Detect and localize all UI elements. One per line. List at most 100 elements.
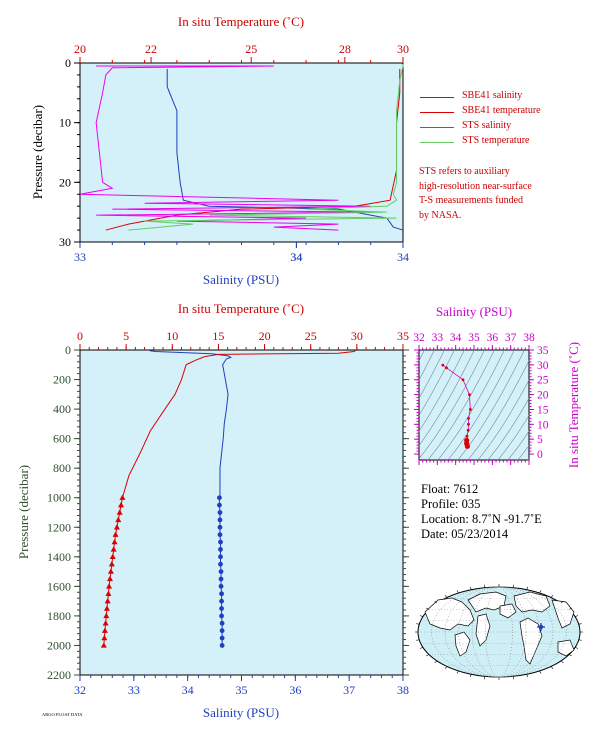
map-border-tick bbox=[469, 674, 472, 678]
ts-x2-title: Salinity (PSU) bbox=[436, 304, 512, 319]
x2-tick-label: 25 bbox=[305, 329, 317, 343]
x-tick-label: 37 bbox=[343, 683, 355, 697]
y-tick-label: 1600 bbox=[47, 579, 71, 593]
x2-tick-label: 0 bbox=[77, 329, 83, 343]
map-border-tick bbox=[550, 595, 554, 598]
map-border-tick bbox=[550, 666, 554, 669]
temperature-marker bbox=[100, 642, 107, 648]
series-line bbox=[105, 68, 401, 231]
x-tick-label: 38 bbox=[397, 683, 409, 697]
ts-x-tick-label: 36 bbox=[487, 332, 499, 344]
salinity-marker bbox=[218, 583, 224, 589]
ts-contour bbox=[419, 350, 485, 460]
x-tick-label: 34 bbox=[290, 250, 302, 264]
y-tick-label: 30 bbox=[59, 235, 71, 249]
map-border-tick bbox=[568, 654, 572, 657]
ts-contour bbox=[467, 360, 529, 460]
ts-y-tick-label: 15 bbox=[537, 404, 549, 416]
temperature-marker bbox=[103, 612, 110, 619]
x-tick-label: 36 bbox=[289, 683, 301, 697]
y-tick-label: 1800 bbox=[47, 609, 71, 623]
salinity-marker bbox=[219, 643, 225, 648]
x2-tick-label: 10 bbox=[166, 329, 178, 343]
y-tick-label: 0 bbox=[65, 343, 71, 357]
ts-point bbox=[468, 408, 472, 411]
ts-contour bbox=[477, 379, 529, 460]
ts-x-tick-label: 38 bbox=[523, 332, 535, 344]
ts-contour bbox=[419, 350, 475, 447]
ts-contour bbox=[419, 350, 425, 362]
x2-tick-label: 5 bbox=[123, 329, 129, 343]
series-line bbox=[166, 68, 404, 231]
ts-y-tick-label: 35 bbox=[537, 345, 549, 357]
temperature-marker bbox=[104, 597, 111, 604]
ts-contour bbox=[517, 445, 529, 460]
salinity-marker bbox=[217, 510, 223, 515]
ts-y-tick-label: 10 bbox=[537, 419, 549, 431]
sts-note-line: STS refers to auxiliary bbox=[419, 166, 510, 177]
map-border-tick bbox=[484, 584, 486, 588]
x-tick-label: 33 bbox=[74, 250, 86, 264]
x2-tick-label: 22 bbox=[145, 42, 157, 56]
x-tick-label: 34 bbox=[182, 683, 194, 697]
salinity-marker bbox=[219, 628, 225, 634]
map-border-tick bbox=[444, 595, 448, 598]
salinity-marker bbox=[218, 554, 223, 560]
map-border-tick bbox=[539, 590, 542, 594]
full-profile-y-title: Pressure (decibar) bbox=[16, 465, 31, 559]
temperature-marker bbox=[103, 605, 110, 611]
ts-point bbox=[467, 422, 470, 426]
ts-y-tick-label: 30 bbox=[537, 360, 549, 372]
y-tick-label: 400 bbox=[53, 402, 71, 416]
salinity-marker bbox=[218, 547, 223, 552]
temperature-marker bbox=[110, 546, 117, 552]
x2-tick-label: 28 bbox=[339, 42, 351, 56]
map-border-tick bbox=[419, 615, 423, 617]
map-border-tick bbox=[426, 654, 430, 657]
map-border-tick bbox=[578, 623, 582, 625]
sts-note: STS refers to auxiliary high-resolution … bbox=[419, 165, 532, 223]
ts-x-tick-label: 35 bbox=[468, 332, 480, 344]
ts-y-tick-label: 0 bbox=[537, 449, 543, 461]
ts-contour bbox=[419, 350, 465, 432]
ts-point bbox=[467, 416, 470, 420]
temperature-marker bbox=[115, 516, 122, 523]
map-border-tick bbox=[456, 590, 459, 594]
legend-label: SBE41 temperature bbox=[462, 105, 541, 116]
float-info: Float: 7612 Profile: 035 Location: 8.7˚N… bbox=[421, 482, 542, 542]
ts-contour bbox=[497, 414, 529, 460]
y-tick-label: 2000 bbox=[47, 638, 71, 652]
series-line bbox=[128, 64, 404, 231]
temperature-marker bbox=[118, 501, 125, 508]
profile-number: Profile: 035 bbox=[421, 497, 481, 511]
x2-tick-label: 15 bbox=[212, 329, 224, 343]
temperature-marker bbox=[111, 538, 118, 545]
y-tick-label: 800 bbox=[53, 461, 71, 475]
map-border-tick bbox=[560, 600, 564, 604]
world-map bbox=[415, 584, 583, 680]
ts-diagram: 32 33 34 35 36 37 38 0 5 10 15 20 25 30 35 Salinity (P… bbox=[413, 304, 581, 468]
y-tick-label: 20 bbox=[59, 175, 71, 189]
x-tick-label: 34 bbox=[290, 250, 302, 264]
ts-point bbox=[464, 443, 470, 449]
y-tick-label: 0 bbox=[65, 56, 71, 70]
temperature-marker bbox=[107, 568, 114, 574]
temperature-marker bbox=[106, 575, 113, 582]
x2-tick-label: 25 bbox=[245, 42, 257, 56]
full-profile-plot-area bbox=[79, 349, 404, 676]
salinity-marker bbox=[219, 613, 224, 619]
y-tick-label: 10 bbox=[59, 116, 71, 130]
ts-contour bbox=[419, 350, 445, 399]
legend-swatch bbox=[420, 112, 454, 113]
map-border-tick bbox=[484, 676, 486, 680]
map-border-tick bbox=[575, 615, 579, 617]
ts-point bbox=[466, 428, 470, 432]
ts-axes: 32 33 34 35 36 37 38 0 5 10 15 20 25 30 35 bbox=[413, 332, 549, 465]
x2-tick-label: 35 bbox=[397, 329, 409, 343]
map-border-tick bbox=[434, 600, 438, 604]
map-border-tick bbox=[469, 586, 472, 590]
series-line bbox=[149, 350, 232, 498]
map-border-tick bbox=[512, 584, 514, 588]
float-id: Float: 7612 bbox=[421, 482, 479, 496]
